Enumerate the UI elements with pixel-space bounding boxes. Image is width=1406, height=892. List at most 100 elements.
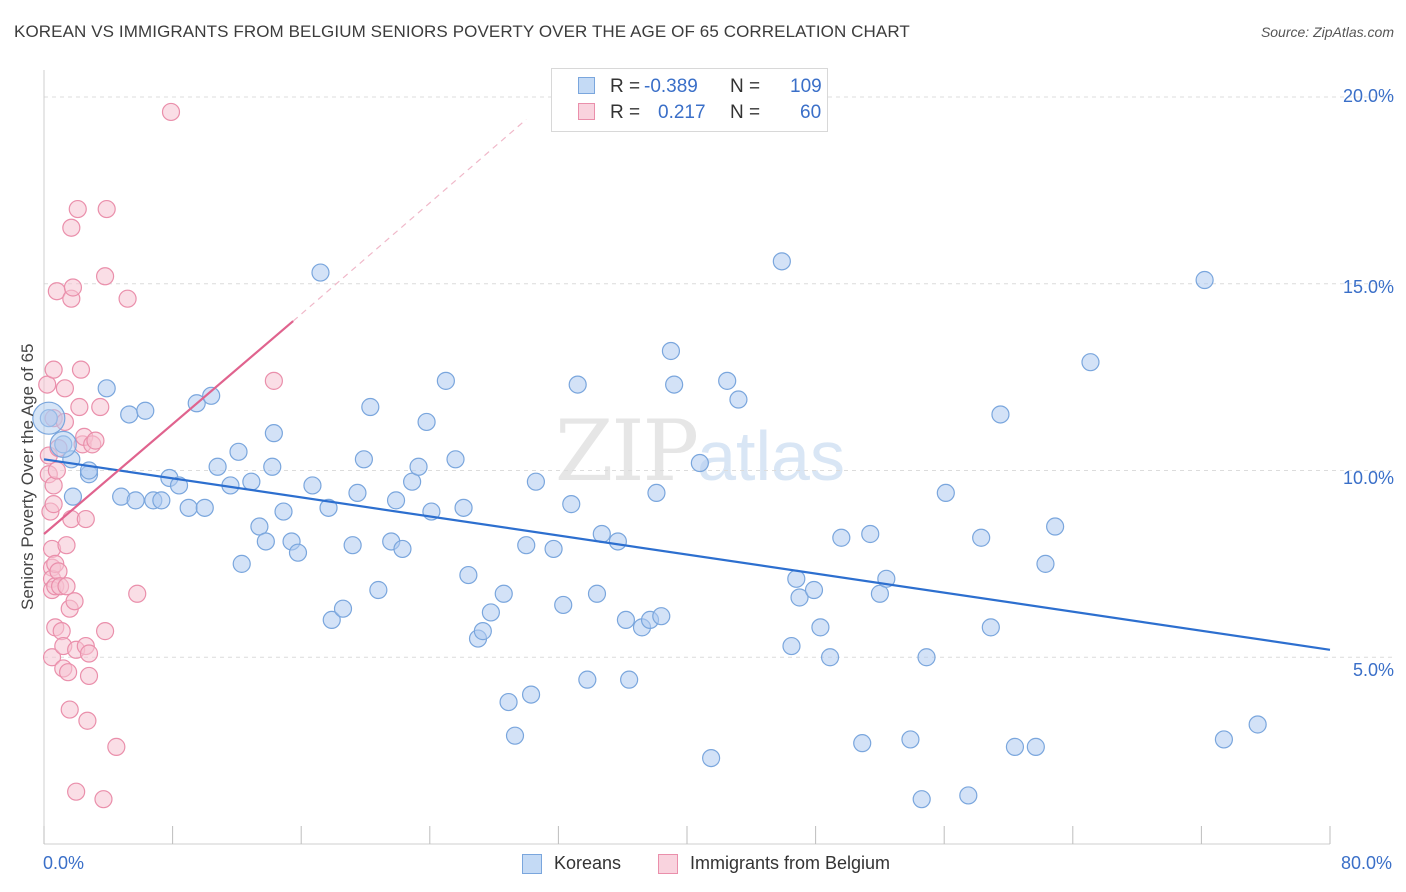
korean-point [322,610,341,630]
belgium-point [264,371,283,390]
korean-point [729,390,748,409]
belgium-point [97,199,116,219]
belgium-swatch [658,854,678,874]
legend-r-label: R = [610,102,641,123]
belgium-point [70,397,89,417]
korean-point [608,532,627,551]
korean-point [179,498,198,517]
belgium-point [47,461,66,480]
korean-point [616,610,636,630]
y-tick-label: 5.0% [1352,660,1394,680]
legend-r-value: -0.389 [644,76,698,97]
korean-point-large [32,401,66,435]
korean-point [369,580,388,600]
korean-point [454,498,473,517]
korean-point [568,375,587,394]
korean-point [229,442,248,461]
korean-point [250,517,269,536]
korean-point [195,498,214,517]
korean-point [772,252,791,271]
korean-point [562,495,581,514]
x-tick-label-min: 0.0% [43,853,85,873]
belgium-point [94,790,113,809]
korean-point [120,405,139,424]
watermark: ZIPatlas [555,402,845,500]
legend-n-value: 109 [790,76,822,97]
belgium-point [128,584,147,603]
korean-point [1248,715,1267,734]
korean-point [343,536,362,555]
y-tick-label: 20.0% [1342,86,1394,106]
legend-n-label: N = [730,102,761,123]
korean-point [63,487,83,506]
korean-point [459,565,478,585]
y-tick-label: 15.0% [1342,277,1394,297]
belgium-point [95,622,115,641]
korean-point [521,685,541,704]
belgium-point [118,289,137,308]
belgium-point [55,379,74,398]
legend-r-value: 0.217 [658,102,706,123]
korean-point [136,401,155,420]
belgium-legend-label: Immigrants from Belgium [690,853,891,873]
belgium-point [67,782,86,801]
belgium-point [60,700,79,719]
korean-point [981,618,1000,637]
watermark-zip: ZIP [555,402,699,500]
korean-point [264,424,283,443]
korean-point [499,692,518,712]
korean-point [620,670,639,689]
belgium-point [62,218,81,237]
belgium-point [71,360,91,379]
correlation-legend: R = -0.389 N = 109 R = 0.217 N = 60 [551,68,828,132]
korean-point [587,584,607,603]
korean-point [526,472,545,491]
korean-point [481,603,500,622]
korean-point [917,648,936,667]
korean-point [403,472,422,491]
belgium-point [57,536,76,555]
korean-point [661,341,681,361]
belgium-point [78,711,97,730]
belgium-point [42,648,62,667]
korean-point [242,472,261,491]
x-tick-label-max: 80.0% [1340,853,1392,873]
korean-point [811,618,830,637]
belgium-point [86,431,105,450]
korean-point [473,622,492,641]
korean-point [1036,554,1055,573]
korean-point [959,786,978,805]
korean-point [790,588,809,607]
korean-trend-line [43,458,1331,651]
legend-n-value: 60 [800,102,822,123]
belgium-point [57,577,76,596]
korean-point [348,483,367,503]
korean-point [702,748,721,768]
korean-point [912,790,931,809]
legend-swatch-pink [578,103,595,120]
korean-point [690,453,709,473]
belgium-point [63,278,83,297]
korean-point [386,491,406,510]
korean-point [169,476,189,495]
y-tick-label: 10.0% [1342,468,1394,488]
korean-point [232,554,251,573]
korean-point [901,730,920,749]
koreans-swatch [522,854,542,874]
korean-point [126,491,145,510]
source-label: Source: ZipAtlas.com [1260,24,1394,40]
korean-point [1195,270,1214,290]
korean-point [861,524,880,544]
y-axis-title: Seniors Poverty Over the Age of 65 [18,343,37,610]
legend-swatch-blue [578,77,595,94]
belgium-point [65,592,84,611]
korean-point [652,607,671,626]
korean-point [202,386,221,405]
belgium-point [49,562,68,581]
korean-point [311,263,330,282]
korean-point [870,584,890,603]
korean-point [1081,353,1100,372]
korean-point [544,539,563,559]
korean-point [936,483,955,503]
korean-point [409,457,428,476]
